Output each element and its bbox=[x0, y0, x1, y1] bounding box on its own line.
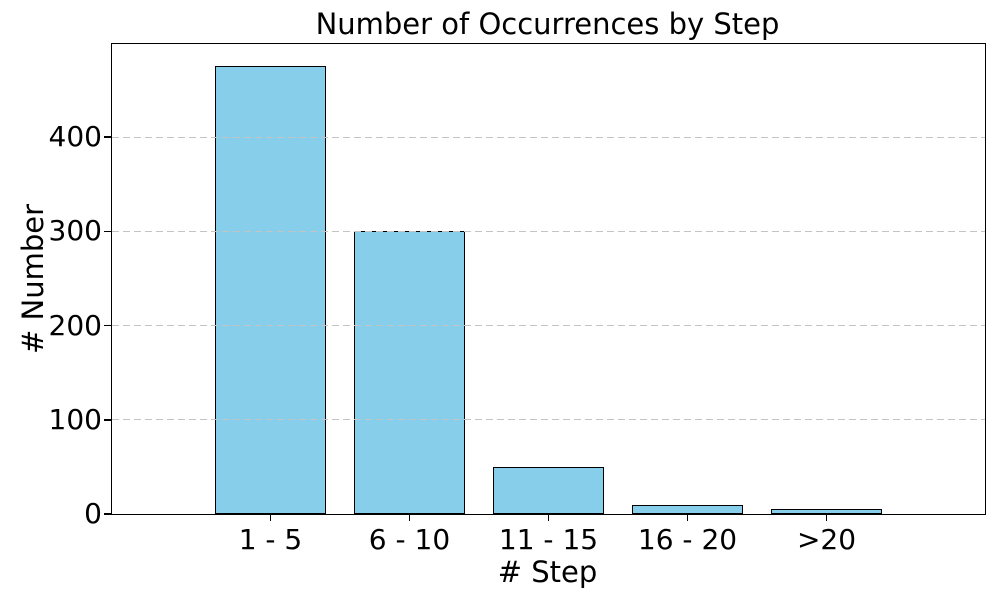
bar-16 - 20 bbox=[631, 504, 744, 514]
y-tick-label-300: 300 bbox=[48, 214, 102, 248]
y-tick-label-400: 400 bbox=[48, 120, 102, 154]
y-tick-label-200: 200 bbox=[48, 308, 102, 342]
bar-1 - 5 bbox=[214, 66, 327, 514]
chart-title: Number of Occurrences by Step bbox=[315, 7, 780, 41]
x-tick-label->20: >20 bbox=[796, 523, 857, 556]
plot-area: 0 100 200 300 400 1 - 5 6 - 10 11 - 15 16 - 20 >2… bbox=[49, 43, 986, 556]
x-tick-label-1 - 5: 1 - 5 bbox=[238, 523, 303, 556]
x-tick-label-16 - 20: 16 - 20 bbox=[637, 523, 738, 556]
bar-6 - 10 bbox=[353, 231, 466, 514]
bar-11 - 15 bbox=[492, 466, 605, 514]
x-tick-mark->20 bbox=[825, 514, 828, 521]
x-tick-label-6 - 10: 6 - 10 bbox=[368, 523, 451, 556]
y-tick-label-0: 0 bbox=[84, 497, 102, 530]
bar->20 bbox=[770, 509, 883, 514]
y-tick-mark-0 bbox=[103, 513, 111, 515]
y-tick-mark-400 bbox=[103, 136, 111, 138]
x-tick-mark-6 - 10 bbox=[408, 514, 411, 521]
x-tick-mark-11 - 15 bbox=[547, 514, 550, 521]
y-tick-mark-300 bbox=[103, 230, 111, 233]
x-tick-mark-1 - 5 bbox=[269, 514, 272, 521]
y-tick-mark-200 bbox=[103, 324, 111, 327]
x-tick-mark-16 - 20 bbox=[686, 514, 689, 521]
x-tick-label-11 - 15: 11 - 15 bbox=[498, 523, 599, 556]
y-tick-label-100: 100 bbox=[48, 402, 102, 436]
x-axis-label: # Step bbox=[497, 555, 598, 589]
y-tick-mark-100 bbox=[103, 419, 111, 421]
